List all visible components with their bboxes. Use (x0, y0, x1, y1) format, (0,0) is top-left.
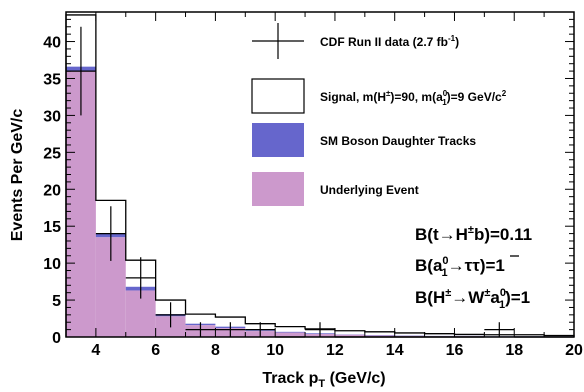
x-tick-label: 10 (266, 342, 284, 359)
data-point (305, 322, 335, 337)
x-tick-label: 12 (326, 342, 344, 359)
ue-bar (334, 334, 365, 337)
y-tick-label: 25 (43, 145, 61, 162)
y-tick-label: 5 (52, 293, 61, 310)
y-tick-label: 35 (43, 71, 61, 88)
annotation-line-1: B(t→H±b)=0.11 (415, 224, 532, 244)
data-point (155, 302, 186, 328)
legend: CDF Run II data (2.7 fb-1) Signal, m(H±)… (251, 23, 507, 206)
y-tick-label: 10 (43, 256, 61, 273)
y-axis-title: Events Per GeV/c (9, 109, 26, 242)
ue-bar (275, 332, 306, 337)
legend-item-signal: Signal, m(H±)=90, m(a0 1)=9 GeV/c2 (251, 78, 507, 114)
legend-item-sm: SM Boson Daughter Tracks (252, 123, 476, 157)
legend-label-sm: SM Boson Daughter Tracks (320, 134, 476, 148)
data-point (215, 322, 246, 337)
legend-swatch-signal (251, 78, 305, 114)
sm-bar (275, 331, 306, 333)
x-tick-label: 14 (386, 342, 404, 359)
data-point (245, 322, 276, 337)
data-point (95, 206, 126, 261)
x-tick-label: 4 (91, 342, 100, 359)
x-tick-label: 8 (211, 342, 220, 359)
data-point (125, 257, 156, 299)
x-tick-label: 18 (505, 342, 523, 359)
legend-item-ue: Underlying Event (252, 172, 419, 206)
data-point (185, 322, 216, 337)
legend-label-data: CDF Run II data (2.7 fb-1) (320, 34, 459, 49)
legend-swatch-ue (252, 172, 304, 206)
x-tick-label: 6 (151, 342, 160, 359)
legend-item-data: CDF Run II data (2.7 fb-1) (252, 23, 459, 59)
annotation-line-3: B(H±→W±a0 1)=1 (415, 287, 530, 311)
y-tick-label: 40 (43, 35, 61, 52)
x-tick-label: 20 (565, 342, 583, 359)
y-tick-label: 0 (52, 330, 61, 347)
y-tick-label: 30 (43, 108, 61, 125)
x-tick-label: 16 (446, 342, 464, 359)
y-tick-label: 20 (43, 182, 61, 199)
legend-swatch-sm (252, 123, 304, 157)
annotation-line-2: B(a0 1→ττ)=1 (415, 255, 505, 279)
legend-label-signal: Signal, m(H±)=90, m(a0 1)=9 GeV/c2 (320, 89, 507, 107)
data-point (484, 322, 515, 337)
x-axis-ticks: 4 6 8 10 12 14 16 18 20 (65, 12, 583, 359)
y-tick-label: 15 (43, 219, 61, 236)
annotations: B(t→H±b)=0.11 B(a0 1→ττ)=1 B(H±→W±a0 1)=1 (415, 224, 532, 311)
legend-label-ue: Underlying Event (320, 183, 419, 197)
y-axis-ticks: 0 5 10 15 20 25 30 35 40 (43, 11, 574, 347)
x-axis-title: Track pT (GeV/c) (262, 370, 385, 390)
